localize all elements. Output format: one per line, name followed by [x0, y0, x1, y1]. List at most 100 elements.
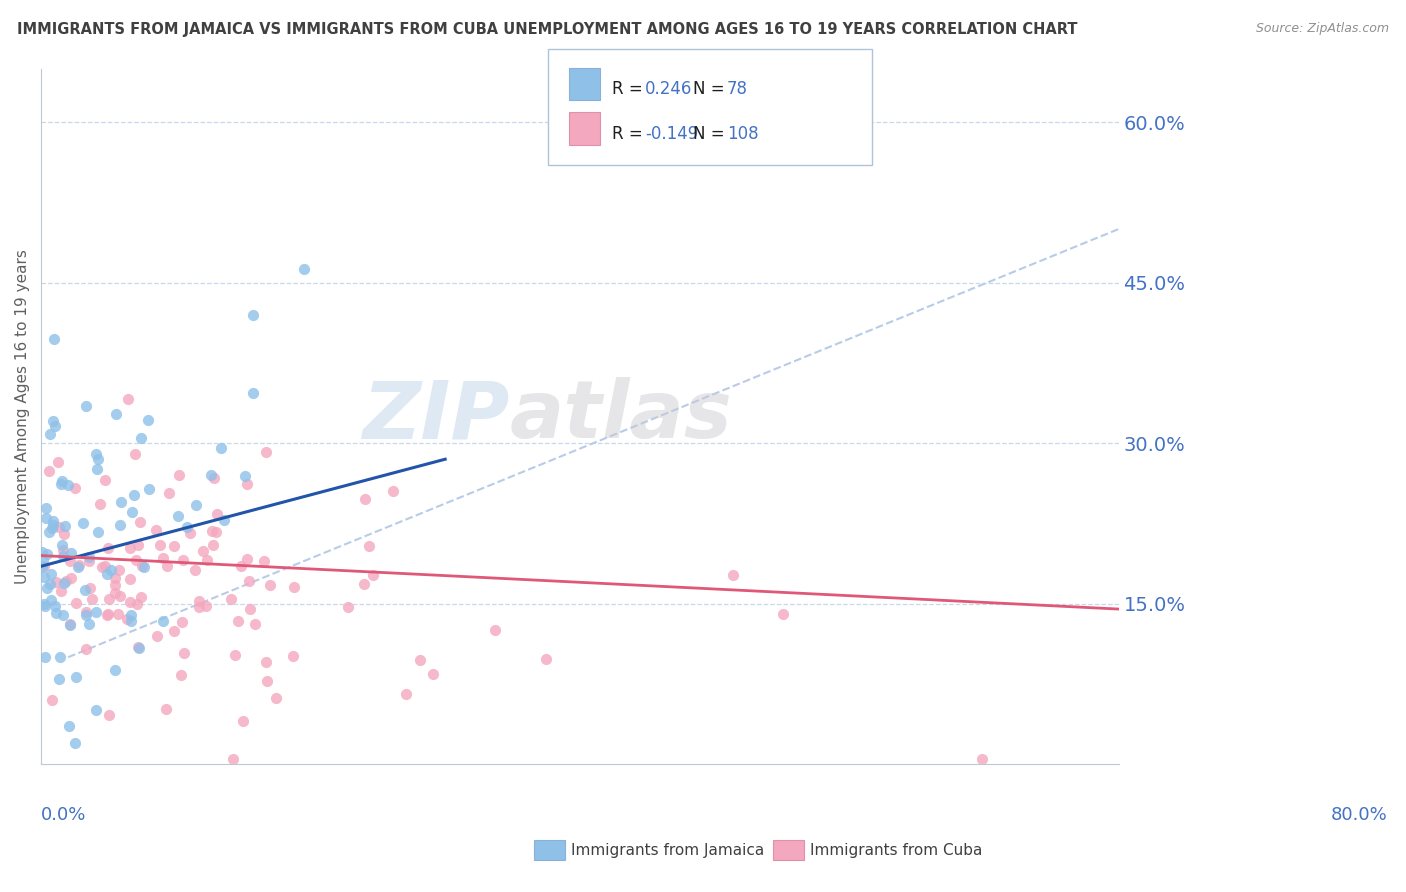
Point: [721, 568, 744, 582]
Point: [138, 482, 160, 496]
Point: [422, 667, 444, 681]
Point: [361, 568, 384, 582]
Point: [117, 392, 139, 406]
Point: [118, 541, 141, 555]
Text: 108: 108: [727, 125, 758, 143]
Point: [35, 510, 58, 524]
Point: [204, 524, 226, 539]
Point: [232, 714, 254, 729]
Point: [80, 592, 103, 607]
Point: [184, 499, 207, 513]
Point: [172, 615, 194, 630]
Point: [191, 544, 214, 558]
Point: [264, 691, 287, 706]
Point: [44, 418, 66, 433]
Point: [176, 520, 198, 534]
Point: [59, 554, 82, 568]
Point: [77, 616, 100, 631]
Point: [93, 558, 115, 573]
Point: [73, 583, 96, 598]
Point: [65, 736, 87, 750]
Point: [163, 624, 186, 638]
Point: [259, 578, 281, 592]
Point: [67, 558, 90, 572]
Point: [46, 455, 69, 469]
Point: [226, 615, 249, 629]
Point: [110, 518, 132, 533]
Point: [128, 640, 150, 655]
Point: [353, 577, 375, 591]
Point: [75, 642, 97, 657]
Point: [136, 413, 159, 427]
Point: [34, 650, 56, 665]
Point: [60, 572, 83, 586]
Point: [55, 574, 77, 588]
Point: [91, 560, 114, 574]
Point: [188, 594, 211, 608]
Point: [184, 563, 207, 577]
Point: [59, 546, 82, 560]
Point: [132, 560, 155, 574]
Point: [59, 617, 82, 632]
Point: [239, 602, 262, 616]
Point: [96, 607, 118, 622]
Point: [200, 467, 222, 482]
Point: [235, 468, 257, 483]
Point: [52, 549, 75, 563]
Point: [145, 629, 167, 643]
Point: [131, 558, 153, 573]
Point: [48, 519, 70, 533]
Point: [121, 505, 143, 519]
Point: [42, 414, 65, 428]
Point: [51, 538, 73, 552]
Point: [209, 441, 232, 455]
Point: [253, 554, 276, 568]
Point: [359, 539, 381, 553]
Point: [108, 589, 131, 603]
Point: [772, 607, 794, 621]
Text: 0.0%: 0.0%: [41, 806, 87, 824]
Point: [167, 467, 190, 482]
Point: [212, 513, 235, 527]
Point: [201, 524, 224, 538]
Point: [48, 672, 70, 686]
Point: [128, 515, 150, 529]
Point: [100, 562, 122, 576]
Text: R =: R =: [612, 80, 648, 98]
Point: [34, 599, 56, 614]
Text: 78: 78: [727, 80, 748, 98]
Point: [195, 599, 218, 613]
Point: [65, 596, 87, 610]
Point: [127, 538, 149, 552]
Point: [87, 452, 110, 467]
Point: [222, 752, 245, 766]
Point: [41, 693, 63, 707]
Point: [96, 566, 118, 581]
Point: [87, 524, 110, 539]
Point: [242, 385, 264, 400]
Point: [120, 573, 142, 587]
Point: [254, 445, 277, 459]
Point: [38, 464, 60, 478]
Point: [155, 702, 177, 716]
Point: [41, 592, 63, 607]
Point: [120, 607, 142, 622]
Point: [173, 646, 195, 660]
Point: [118, 595, 141, 609]
Text: 80.0%: 80.0%: [1331, 806, 1388, 824]
Point: [52, 527, 75, 541]
Point: [104, 407, 127, 421]
Point: [86, 703, 108, 717]
Point: [49, 477, 72, 491]
Text: N =: N =: [693, 125, 730, 143]
Point: [107, 563, 129, 577]
Point: [41, 521, 63, 535]
Point: [129, 590, 152, 604]
Point: [35, 547, 58, 561]
Point: [187, 599, 209, 614]
Point: [79, 581, 101, 595]
Point: [170, 668, 193, 682]
Point: [58, 617, 80, 632]
Point: [107, 607, 129, 622]
Text: -0.149: -0.149: [645, 125, 699, 143]
